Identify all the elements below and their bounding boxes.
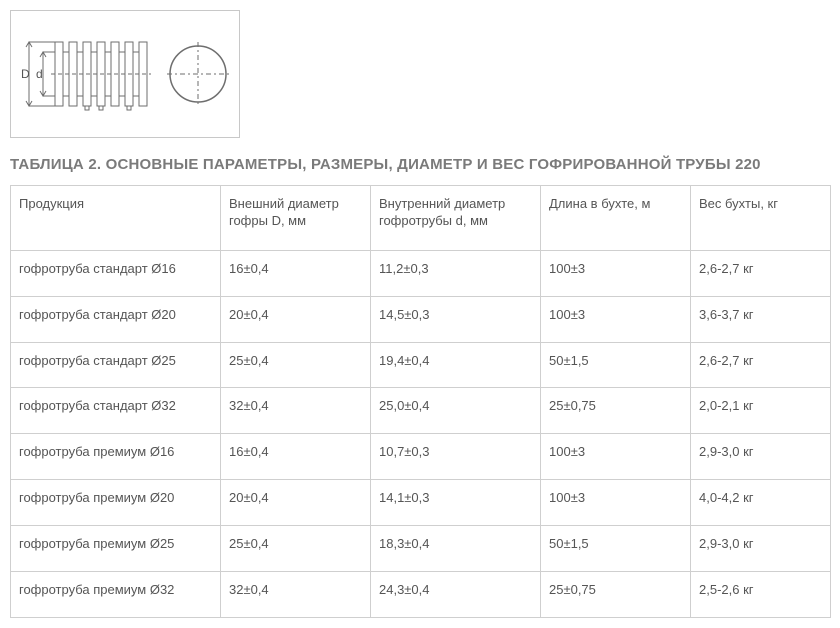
table-cell: 2,9-3,0 кг — [691, 526, 831, 572]
table-cell: 2,0-2,1 кг — [691, 388, 831, 434]
table-row: гофротруба стандарт Ø3232±0,425,0±0,425±… — [11, 388, 831, 434]
table-cell: 25±0,75 — [541, 572, 691, 618]
table-cell: 16±0,4 — [221, 434, 371, 480]
table-row: гофротруба премиум Ø2525±0,418,3±0,450±1… — [11, 526, 831, 572]
table-cell: 2,6-2,7 кг — [691, 342, 831, 388]
table-cell: гофротруба премиум Ø20 — [11, 480, 221, 526]
table-cell: 14,1±0,3 — [371, 480, 541, 526]
table-cell: гофротруба стандарт Ø32 — [11, 388, 221, 434]
table-cell: 100±3 — [541, 434, 691, 480]
table-header-row: Продукция Внешний диаметр гофры D, мм Вн… — [11, 186, 831, 251]
table-row: гофротруба премиум Ø3232±0,424,3±0,425±0… — [11, 572, 831, 618]
table-cell: 25±0,4 — [221, 526, 371, 572]
table-cell: 4,0-4,2 кг — [691, 480, 831, 526]
table-cell: 32±0,4 — [221, 572, 371, 618]
table-cell: 24,3±0,4 — [371, 572, 541, 618]
table-cell: 50±1,5 — [541, 342, 691, 388]
col-header: Вес бухты, кг — [691, 186, 831, 251]
table-cell: гофротруба стандарт Ø20 — [11, 296, 221, 342]
table-row: гофротруба стандарт Ø2020±0,414,5±0,3100… — [11, 296, 831, 342]
table-cell: гофротруба стандарт Ø16 — [11, 250, 221, 296]
table-cell: гофротруба премиум Ø32 — [11, 572, 221, 618]
table-cell: 50±1,5 — [541, 526, 691, 572]
table-cell: 20±0,4 — [221, 296, 371, 342]
table-cell: 14,5±0,3 — [371, 296, 541, 342]
label-D: D — [21, 67, 30, 81]
table-cell: 3,6-3,7 кг — [691, 296, 831, 342]
table-row: гофротруба премиум Ø1616±0,410,7±0,3100±… — [11, 434, 831, 480]
table-cell: 100±3 — [541, 296, 691, 342]
col-header: Внешний диаметр гофры D, мм — [221, 186, 371, 251]
table-cell: 18,3±0,4 — [371, 526, 541, 572]
tube-side-diagram: D d — [21, 24, 161, 124]
table-cell: 2,6-2,7 кг — [691, 250, 831, 296]
table-cell: 11,2±0,3 — [371, 250, 541, 296]
table-cell: 19,4±0,4 — [371, 342, 541, 388]
table-cell: 10,7±0,3 — [371, 434, 541, 480]
tube-end-diagram — [167, 24, 229, 124]
table-cell: 100±3 — [541, 250, 691, 296]
table-cell: 25,0±0,4 — [371, 388, 541, 434]
table-cell: 25±0,4 — [221, 342, 371, 388]
col-header: Продукция — [11, 186, 221, 251]
diagram-container: D d — [10, 10, 240, 138]
table-row: гофротруба стандарт Ø2525±0,419,4±0,450±… — [11, 342, 831, 388]
table-cell: 20±0,4 — [221, 480, 371, 526]
table-row: гофротруба стандарт Ø1616±0,411,2±0,3100… — [11, 250, 831, 296]
table-cell: 2,5-2,6 кг — [691, 572, 831, 618]
table-cell: 2,9-3,0 кг — [691, 434, 831, 480]
col-header: Внутренний диаметр гофротрубы d, мм — [371, 186, 541, 251]
spec-table: Продукция Внешний диаметр гофры D, мм Вн… — [10, 185, 831, 618]
table-row: гофротруба премиум Ø2020±0,414,1±0,3100±… — [11, 480, 831, 526]
table-cell: гофротруба премиум Ø16 — [11, 434, 221, 480]
table-cell: 32±0,4 — [221, 388, 371, 434]
table-cell: 25±0,75 — [541, 388, 691, 434]
table-cell: гофротруба премиум Ø25 — [11, 526, 221, 572]
label-d: d — [36, 67, 43, 81]
table-cell: гофротруба стандарт Ø25 — [11, 342, 221, 388]
table-title: ТАБЛИЦА 2. ОСНОВНЫЕ ПАРАМЕТРЫ, РАЗМЕРЫ, … — [10, 156, 830, 173]
table-cell: 16±0,4 — [221, 250, 371, 296]
table-cell: 100±3 — [541, 480, 691, 526]
col-header: Длина в бухте, м — [541, 186, 691, 251]
